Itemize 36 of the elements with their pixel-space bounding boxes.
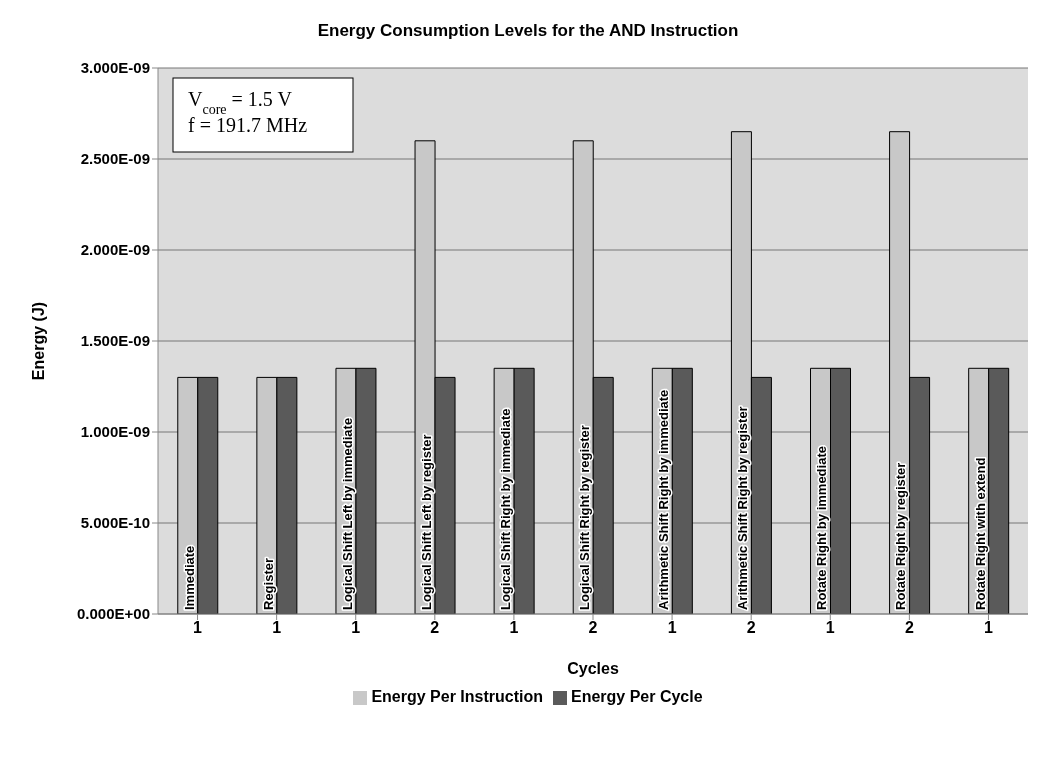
x-tick-label: 2 xyxy=(430,619,440,637)
y-tick-label: 1.500E-09 xyxy=(80,332,150,350)
annotation: Immediate xyxy=(181,545,197,610)
y-axis-title: Energy (J) xyxy=(29,301,47,381)
annotation: f = 191.7 MHz xyxy=(188,114,308,136)
annotation: Logical Shift Left by register xyxy=(418,434,434,610)
legend-label: Energy Per Cycle xyxy=(570,688,703,705)
y-tick-label: 1.000E-09 xyxy=(80,423,150,441)
annotation: Arithmetic Shift Right by immediate xyxy=(656,389,672,610)
annotation: Rotate Right with extend xyxy=(972,457,988,610)
x-tick-label: 1 xyxy=(351,619,361,637)
x-tick-label: 1 xyxy=(825,619,835,637)
annotation: Arithmetic Shift Right by register xyxy=(735,406,751,610)
y-tick-label: 3.000E-09 xyxy=(80,59,150,77)
annotation: Logical Shift Left by immediate xyxy=(339,417,355,610)
y-tick-label: 2.000E-09 xyxy=(80,241,150,259)
x-tick-label: 1 xyxy=(509,619,519,637)
x-tick-label: 2 xyxy=(904,619,914,637)
legend-label: Energy Per Instruction xyxy=(371,688,543,705)
annotation: Logical Shift Right by register xyxy=(577,425,593,610)
annotation: V$_{core}$ = 1.5 V xyxy=(188,88,293,117)
x-tick-label: 1 xyxy=(667,619,677,637)
x-tick-label: 1 xyxy=(984,619,993,637)
annotation: Register xyxy=(260,557,276,610)
y-tick-label: 0.000E+00 xyxy=(77,605,150,623)
x-tick-label: 1 xyxy=(193,619,203,637)
annotation: Logical Shift Right by immediate xyxy=(498,408,514,610)
y-tick-label: 2.500E-09 xyxy=(80,150,150,168)
x-tick-label: 2 xyxy=(588,619,598,637)
x-tick-label: 2 xyxy=(746,619,756,637)
annotation: Rotate Right by immediate xyxy=(814,446,830,610)
chart-title: Energy Consumption Levels for the AND Instruction xyxy=(317,21,739,40)
annotation: Rotate Right by register xyxy=(893,462,909,610)
x-tick-label: 1 xyxy=(272,619,282,637)
x-axis-title: Cycles xyxy=(567,660,619,677)
y-tick-label: 5.000E-10 xyxy=(80,514,150,532)
